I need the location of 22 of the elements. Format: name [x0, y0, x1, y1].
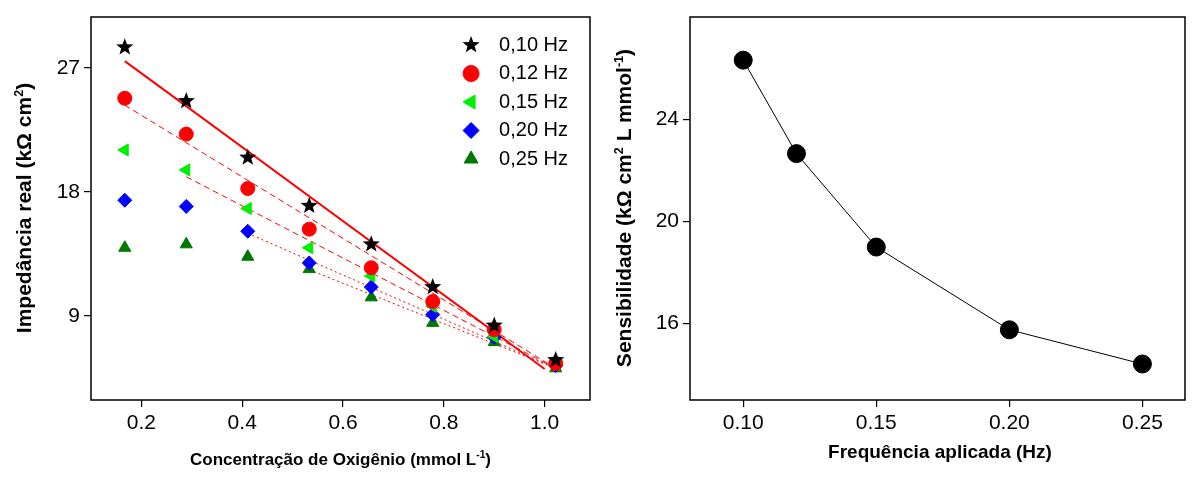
x-tick-label: 0.4	[227, 410, 258, 434]
x-tick-label: 0.15	[855, 410, 897, 434]
legend-label: 0,20 Hz	[499, 118, 569, 141]
y-tick-label: 24	[655, 105, 680, 129]
y-tick-label: 20	[655, 208, 679, 232]
x-tick-label: 0.8	[429, 410, 459, 434]
x-tick-label: 0.20	[988, 410, 1030, 434]
y-tick-label: 27	[56, 54, 80, 78]
x-tick-label: 0.25	[1121, 410, 1163, 434]
x-axis-title: Frequência aplicada (Hz)	[828, 441, 1052, 463]
x-tick-label: 0.6	[328, 410, 358, 434]
legend-label: 0,12 Hz	[499, 61, 569, 84]
x-tick-label: 0.2	[126, 410, 157, 434]
legend-label: 0,15 Hz	[499, 89, 569, 112]
legend-label: 0,10 Hz	[499, 32, 569, 55]
x-axis-title: Concentração de Oxigênio (mmol L$^{-1}$)	[190, 449, 491, 470]
x-tick-label: 0.10	[722, 410, 764, 434]
y-tick-label: 9	[68, 302, 80, 326]
legend-label: 0,25 Hz	[499, 146, 569, 169]
y-tick-label: 18	[56, 178, 80, 202]
x-tick-label: 1.0	[530, 410, 560, 434]
y-tick-label: 16	[655, 310, 679, 334]
